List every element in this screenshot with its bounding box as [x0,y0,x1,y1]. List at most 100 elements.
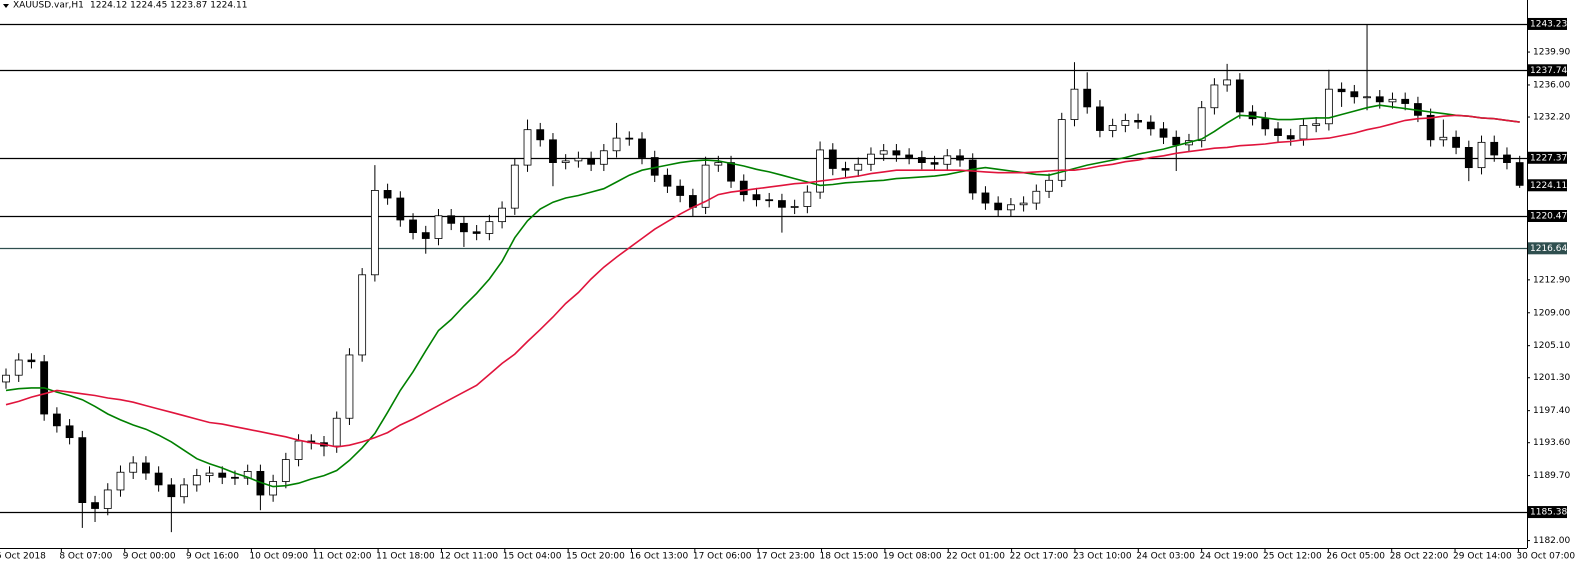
candle-body [752,194,761,201]
candle-body [739,180,748,196]
x-tick-label: 8 Oct 07:00 [59,552,112,562]
x-tick-label: 24 Oct 03:00 [1136,552,1195,562]
level-label: 1216.64 [1530,244,1567,254]
candle-body [1045,179,1053,192]
candle-body [701,164,710,208]
level-label: 1237.74 [1530,66,1567,76]
level-label-box [1528,209,1567,222]
candle-body [167,484,176,498]
y-tick-label: 1239.90 [1533,48,1570,58]
candle-body [1464,146,1473,169]
moving-average [5,114,1520,448]
moving-average [5,104,1520,488]
menu-arrow[interactable] [3,4,9,8]
x-tick-label: 17 Oct 06:00 [693,552,752,562]
candle-body [968,159,977,194]
candle-body [281,459,290,482]
candle-body [116,471,125,491]
candle-body [180,484,188,498]
candle-body [498,207,506,223]
candle-body [1108,125,1117,131]
quote: 1224.12 1224.45 1223.87 1224.11 [90,1,247,11]
candle-body [421,232,430,239]
candle-body [612,137,621,152]
candle-body [205,472,214,477]
candle-body [269,481,278,496]
x-tick-label: 22 Oct 17:00 [1010,552,1069,562]
candle-body [231,476,239,479]
candle-body [1235,79,1244,113]
y-tick-label: 1209.00 [1533,308,1570,318]
level-label: 1227.37 [1530,153,1567,163]
candle-body [1439,136,1448,141]
candle-body [1096,106,1104,131]
candle-body [676,185,685,196]
candle-body [790,206,799,208]
candle-body [1375,96,1384,103]
symbol: XAUUSD.var,H1 [13,1,84,11]
candle-body [1197,107,1206,142]
y-tick-label: 1205.10 [1533,341,1570,351]
candle-body [854,163,863,171]
candle-body [917,157,926,163]
y-tick-label: 1197.40 [1533,406,1570,416]
candle-body [803,191,812,207]
x-tick-label: 9 Oct 16:00 [186,552,239,562]
x-tick-label: 26 Oct 05:00 [1326,552,1385,562]
x-tick-label: 29 Oct 14:00 [1453,552,1512,562]
candle-body [1223,79,1232,86]
candle-body [52,413,61,427]
candle-body [587,157,596,165]
candle-body [765,199,774,202]
candle-body [434,215,443,239]
candle-body [549,139,557,163]
level-label: 1185.38 [1530,508,1567,518]
x-tick-label: 18 Oct 15:00 [820,552,879,562]
candle-body [625,137,634,140]
candle-body [816,149,824,193]
candle-body [1172,136,1181,146]
candle-body [943,155,952,165]
candle-body [485,221,494,234]
candle-body [218,472,227,478]
candle-body [91,502,99,509]
candle-body [1274,128,1282,136]
candle-body [536,129,545,141]
x-tick-label: 15 Oct 20:00 [566,552,625,562]
candle-body [599,150,608,165]
candle-body [1146,121,1155,130]
candle-body [294,440,303,460]
candle-body [1210,84,1219,109]
x-tick-label: 30 Oct 07:00 [1516,552,1575,562]
candle-body [1286,135,1295,140]
candle-body [867,153,875,165]
candle-body [129,462,138,473]
candle-body [1057,119,1066,181]
candle-body [510,164,519,209]
candle-body [981,192,990,204]
candle-body [956,155,964,161]
candle-body [828,149,837,169]
x-tick-label: 22 Oct 01:00 [946,552,1005,562]
x-tick-label: 24 Oct 19:00 [1200,552,1259,562]
candle-body [778,200,786,208]
candle-body [930,162,939,165]
candle-body [638,138,646,158]
candle-body [879,150,888,155]
level-label-box [1528,506,1567,519]
candle-body [892,150,901,156]
candle-body [332,417,341,447]
candle-body [1363,96,1371,99]
candle-body [1299,125,1308,140]
candle-body [370,190,379,276]
candle-body [27,359,36,363]
candle-body [142,462,150,474]
candle-body [1261,118,1270,130]
y-tick-label: 1182.00 [1533,536,1570,546]
candle-body [409,219,417,234]
candle-body [358,274,367,356]
candle-body [1032,190,1041,204]
candle-body [154,472,163,486]
candle-body [78,437,87,504]
